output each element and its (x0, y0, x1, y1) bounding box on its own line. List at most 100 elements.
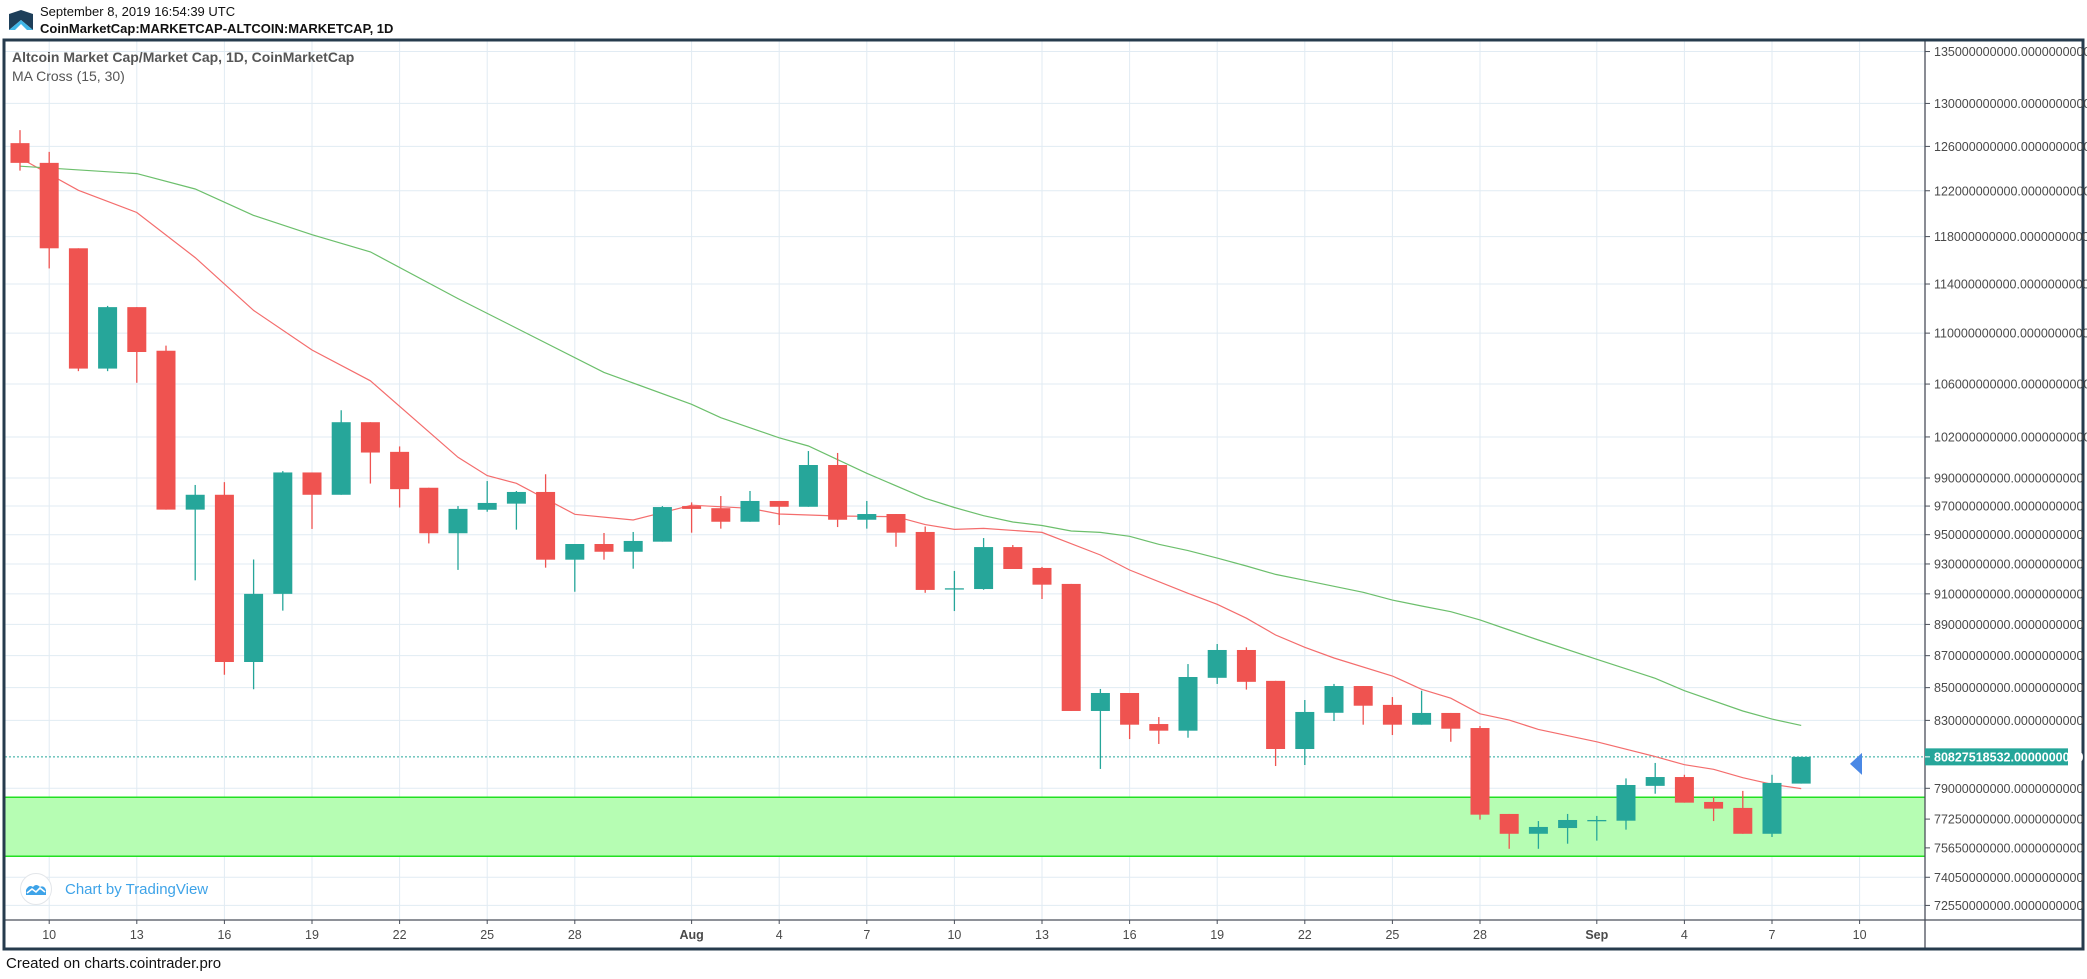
candle[interactable] (1236, 647, 1256, 690)
candle[interactable] (1762, 774, 1782, 838)
candle[interactable] (1412, 690, 1432, 725)
y-tick-label: 114000000000.0000000000 (1934, 278, 2087, 292)
candle-body (1470, 728, 1490, 815)
candle-body (244, 593, 264, 663)
candle[interactable] (1295, 699, 1315, 766)
gridlines (5, 41, 1925, 920)
candle[interactable] (565, 544, 585, 592)
candle[interactable] (1616, 778, 1636, 830)
candle[interactable] (302, 472, 322, 529)
candle-body (390, 451, 410, 490)
candle[interactable] (1003, 545, 1023, 570)
candle-body (828, 465, 848, 520)
candle-body (331, 422, 351, 495)
candle[interactable] (1470, 726, 1490, 820)
candle[interactable] (1674, 774, 1694, 803)
candle[interactable] (1558, 813, 1578, 844)
candle[interactable] (711, 496, 731, 529)
candle-body (536, 491, 556, 560)
candle[interactable] (10, 130, 30, 171)
candle[interactable] (652, 506, 672, 542)
candle[interactable] (1645, 762, 1665, 794)
candle[interactable] (214, 482, 234, 675)
candle[interactable] (448, 506, 468, 570)
candle[interactable] (127, 307, 147, 383)
candle[interactable] (1704, 797, 1724, 822)
candle[interactable] (1266, 680, 1286, 767)
candle[interactable] (68, 248, 88, 372)
y-tick-label: 91000000000.0000000000 (1934, 587, 2084, 601)
candle[interactable] (1382, 697, 1402, 736)
candle[interactable] (915, 526, 935, 593)
candle[interactable] (1149, 717, 1169, 744)
price-marker-icon[interactable] (1850, 752, 1862, 775)
y-tick-label: 74050000000.0000000000 (1934, 871, 2084, 885)
chart-legend: Altcoin Market Cap/Market Cap, 1D, CoinM… (12, 48, 354, 86)
candle[interactable] (1120, 692, 1140, 740)
candle[interactable] (974, 538, 994, 590)
x-tick-label: 7 (863, 928, 870, 942)
candle[interactable] (828, 452, 848, 528)
candle[interactable] (1791, 756, 1811, 784)
candle-body (711, 508, 731, 522)
candle[interactable] (623, 531, 643, 569)
y-tick-label: 89000000000.0000000000 (1934, 618, 2084, 632)
candle[interactable] (477, 481, 497, 512)
y-tick-label: 99000000000.0000000000 (1934, 472, 2084, 486)
candle[interactable] (536, 474, 556, 568)
candle[interactable] (244, 559, 264, 690)
y-tick-label: 85000000000.0000000000 (1934, 681, 2084, 695)
candle[interactable] (1207, 644, 1227, 684)
x-tick-label: 13 (130, 928, 144, 942)
candle[interactable] (39, 151, 59, 269)
y-tick-label: 110000000000.0000000000 (1934, 327, 2087, 341)
y-tick-label: 77250000000.0000000000 (1934, 813, 2084, 827)
candle[interactable] (944, 570, 964, 612)
support-zone[interactable] (5, 797, 1925, 857)
candle[interactable] (1324, 683, 1344, 722)
candle[interactable] (1353, 686, 1373, 725)
candle-body (68, 248, 88, 369)
x-tick-label: 10 (1853, 928, 1867, 942)
x-tick-label: 4 (776, 928, 783, 942)
watermark-text: Chart by TradingView (65, 880, 209, 898)
x-tick-label: 25 (480, 928, 494, 942)
candle[interactable] (390, 446, 410, 508)
candle[interactable] (506, 490, 526, 530)
x-tick-label: 19 (1210, 928, 1224, 942)
candle[interactable] (1733, 790, 1753, 834)
x-tick-label: 28 (568, 928, 582, 942)
candle[interactable] (273, 471, 293, 611)
candle[interactable] (594, 532, 614, 560)
candle[interactable] (1032, 566, 1052, 600)
candle[interactable] (798, 451, 818, 507)
candle-body (623, 540, 643, 552)
candle[interactable] (886, 514, 906, 547)
x-tick-label: 25 (1385, 928, 1399, 942)
candle-body (1558, 819, 1578, 829)
candle[interactable] (185, 484, 205, 581)
tradingview-watermark[interactable]: Chart by TradingView (20, 873, 208, 905)
y-tick-label: 126000000000.0000000000 (1934, 140, 2087, 154)
candle[interactable] (740, 490, 760, 522)
candle[interactable] (1499, 813, 1519, 849)
candle[interactable] (1061, 583, 1081, 711)
candle[interactable] (331, 410, 351, 495)
candle-body (1120, 692, 1140, 725)
ma15-line (19, 157, 1802, 790)
candle[interactable] (1178, 664, 1198, 738)
candle[interactable] (1090, 688, 1110, 769)
candle-body (1266, 680, 1286, 750)
candle[interactable] (769, 500, 789, 526)
candle[interactable] (98, 305, 118, 372)
candle[interactable] (682, 502, 702, 533)
candle[interactable] (1587, 815, 1607, 841)
candle[interactable] (1528, 821, 1548, 849)
x-tick-label: 28 (1473, 928, 1487, 942)
candle[interactable] (1441, 712, 1461, 742)
candle[interactable] (156, 345, 176, 510)
candle[interactable] (857, 500, 877, 529)
candle[interactable] (419, 487, 439, 544)
candle[interactable] (360, 422, 380, 484)
